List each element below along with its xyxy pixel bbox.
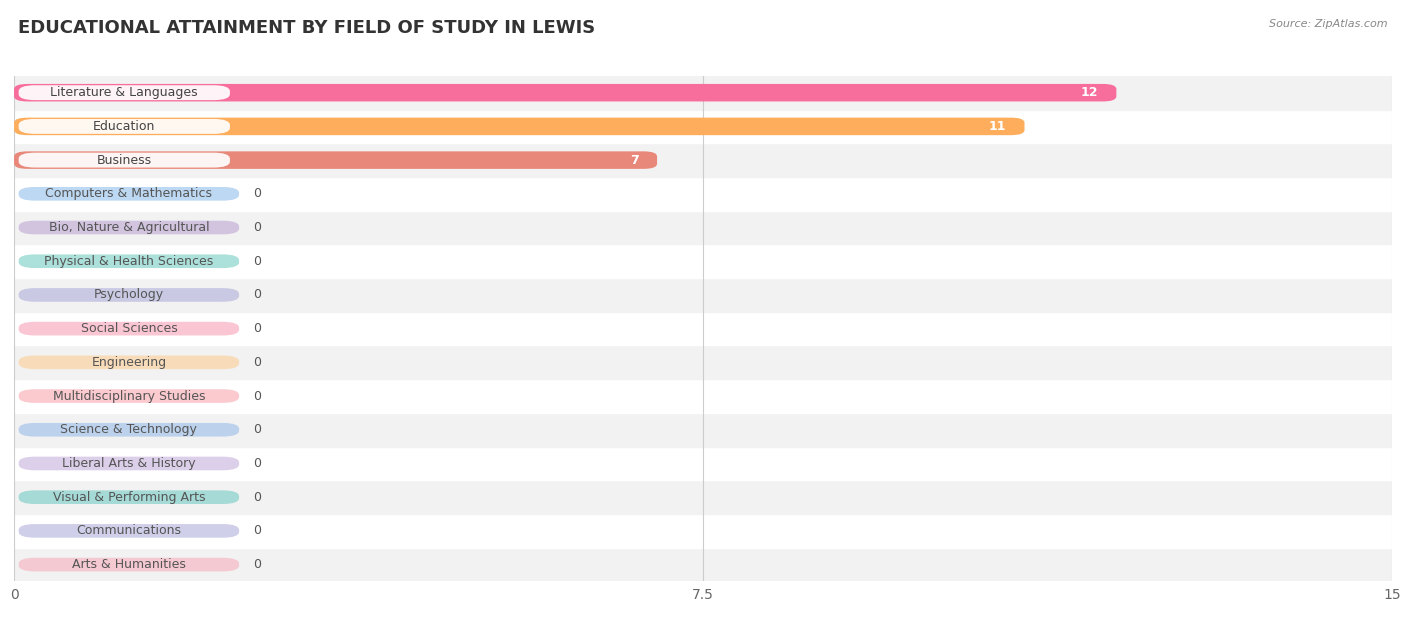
Text: Multidisciplinary Studies: Multidisciplinary Studies: [52, 389, 205, 403]
Text: 12: 12: [1080, 86, 1098, 99]
Text: Visual & Performing Arts: Visual & Performing Arts: [52, 490, 205, 504]
FancyBboxPatch shape: [14, 84, 1116, 102]
FancyBboxPatch shape: [14, 118, 1025, 135]
FancyBboxPatch shape: [18, 356, 239, 369]
Bar: [14, 480, 1392, 514]
Bar: [14, 514, 1392, 548]
Text: 0: 0: [253, 525, 262, 537]
Text: 0: 0: [253, 490, 262, 504]
Text: 0: 0: [253, 389, 262, 403]
Bar: [14, 346, 1392, 379]
FancyBboxPatch shape: [18, 457, 239, 470]
Bar: [14, 379, 1392, 413]
FancyBboxPatch shape: [18, 153, 231, 167]
Text: Psychology: Psychology: [94, 288, 165, 301]
Text: Education: Education: [93, 120, 156, 133]
FancyBboxPatch shape: [18, 490, 239, 504]
Text: 0: 0: [253, 221, 262, 234]
Bar: [14, 143, 1392, 177]
Bar: [14, 76, 1392, 109]
Text: 0: 0: [253, 322, 262, 335]
FancyBboxPatch shape: [18, 322, 239, 336]
Text: Engineering: Engineering: [91, 356, 166, 369]
Bar: [14, 413, 1392, 447]
Bar: [14, 177, 1392, 210]
Text: Source: ZipAtlas.com: Source: ZipAtlas.com: [1270, 19, 1388, 29]
Bar: [14, 109, 1392, 143]
Text: 11: 11: [988, 120, 1007, 133]
Text: 0: 0: [253, 356, 262, 369]
Text: 0: 0: [253, 187, 262, 200]
Text: 0: 0: [253, 255, 262, 268]
Bar: [14, 210, 1392, 245]
Bar: [14, 548, 1392, 581]
Text: Computers & Mathematics: Computers & Mathematics: [45, 187, 212, 200]
Bar: [14, 312, 1392, 346]
Bar: [14, 245, 1392, 278]
Text: Arts & Humanities: Arts & Humanities: [72, 558, 186, 571]
Text: Communications: Communications: [76, 525, 181, 537]
Bar: [14, 447, 1392, 480]
FancyBboxPatch shape: [18, 187, 239, 200]
Text: Social Sciences: Social Sciences: [80, 322, 177, 335]
Text: EDUCATIONAL ATTAINMENT BY FIELD OF STUDY IN LEWIS: EDUCATIONAL ATTAINMENT BY FIELD OF STUDY…: [18, 19, 596, 37]
Text: Bio, Nature & Agricultural: Bio, Nature & Agricultural: [49, 221, 209, 234]
Text: Literature & Languages: Literature & Languages: [51, 86, 198, 99]
FancyBboxPatch shape: [18, 119, 231, 134]
FancyBboxPatch shape: [18, 423, 239, 437]
FancyBboxPatch shape: [18, 524, 239, 538]
FancyBboxPatch shape: [18, 85, 231, 100]
Text: 0: 0: [253, 423, 262, 436]
Text: Physical & Health Sciences: Physical & Health Sciences: [44, 255, 214, 268]
FancyBboxPatch shape: [18, 389, 239, 403]
Text: 7: 7: [630, 154, 638, 167]
FancyBboxPatch shape: [18, 558, 239, 571]
Bar: [14, 278, 1392, 312]
Text: Liberal Arts & History: Liberal Arts & History: [62, 457, 195, 470]
FancyBboxPatch shape: [18, 255, 239, 268]
FancyBboxPatch shape: [14, 151, 657, 169]
Text: Business: Business: [97, 154, 152, 167]
FancyBboxPatch shape: [18, 288, 239, 301]
FancyBboxPatch shape: [18, 221, 239, 234]
Text: 0: 0: [253, 457, 262, 470]
Text: Science & Technology: Science & Technology: [60, 423, 197, 436]
Text: 0: 0: [253, 558, 262, 571]
Text: 0: 0: [253, 288, 262, 301]
